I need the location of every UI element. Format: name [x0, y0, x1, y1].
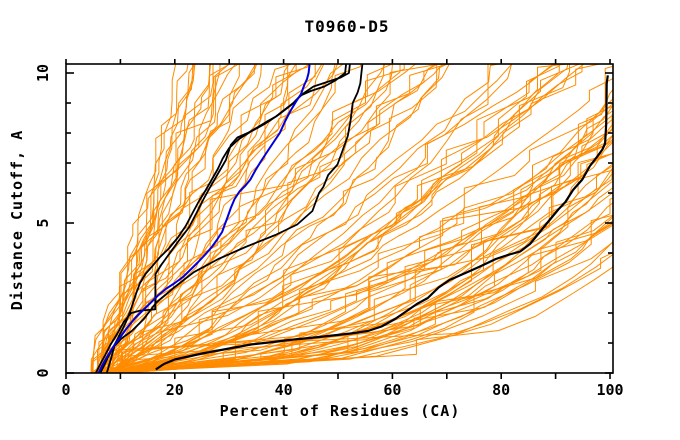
orange-curve: [99, 215, 613, 373]
orange-curve: [119, 91, 613, 373]
orange-curve: [99, 169, 613, 373]
orange-curve: [98, 64, 394, 373]
orange-curve: [114, 64, 569, 373]
x-tick-label: 60: [383, 381, 401, 399]
orange-curve: [102, 64, 293, 373]
orange-curve: [93, 64, 231, 373]
orange-curve: [121, 166, 613, 373]
orange-curve: [123, 134, 613, 373]
orange-curve: [113, 64, 500, 373]
orange-curve: [112, 64, 561, 373]
orange-curve: [107, 126, 613, 373]
orange-curve: [124, 152, 613, 373]
orange-curve: [94, 64, 339, 373]
orange-curve: [111, 64, 459, 373]
orange-curve: [93, 223, 613, 373]
orange-curve: [104, 241, 613, 373]
orange-curve: [115, 252, 613, 373]
orange-curve: [98, 253, 613, 373]
axes-layer: 0 20 40 60 80 100 0 5 10: [34, 59, 624, 399]
black-model-4-bottom-curve: [155, 75, 609, 371]
black-model-3-curve: [105, 64, 364, 373]
orange-curve: [109, 78, 613, 373]
orange-curve: [105, 64, 438, 373]
plot-frame: [65, 63, 614, 374]
orange-curve: [97, 64, 317, 373]
orange-curve: [97, 64, 439, 373]
orange-curve: [119, 64, 571, 373]
orange-curve: [107, 64, 336, 373]
y-tick-label: 0: [34, 368, 52, 377]
orange-curve: [106, 64, 311, 373]
orange-curve: [108, 64, 231, 373]
orange-curve: [113, 113, 613, 373]
orange-curve: [117, 64, 561, 373]
orange-curve: [94, 266, 613, 373]
orange-curve: [109, 102, 613, 373]
x-axis-label: Percent of Residues (CA): [220, 402, 461, 420]
x-tick-label: 40: [275, 381, 293, 399]
orange-curve: [112, 64, 386, 373]
x-tick-label: 20: [166, 381, 184, 399]
orange-curve: [97, 64, 345, 373]
orange-curve: [116, 202, 613, 373]
orange-curve: [125, 187, 613, 373]
orange-curve: [90, 64, 196, 373]
orange-curve: [102, 64, 212, 373]
orange-curve: [97, 64, 237, 373]
y-axis-label: Distance Cutoff, A: [8, 130, 26, 311]
y-tick-label: 10: [34, 64, 52, 82]
chart-title: T0960-D5: [304, 17, 389, 36]
orange-curve: [116, 138, 613, 373]
orange-curve: [92, 64, 196, 373]
orange-curve: [103, 64, 449, 373]
orange-curve: [116, 197, 613, 373]
orange-curve: [102, 64, 555, 373]
x-tick-label: 100: [596, 381, 623, 399]
curves-layer: [90, 64, 613, 373]
orange-curve: [106, 64, 583, 373]
orange-curve: [110, 64, 444, 373]
x-tick-label: 80: [492, 381, 510, 399]
orange-curve: [97, 216, 613, 373]
orange-curve: [91, 64, 258, 373]
orange-curve: [117, 165, 613, 373]
y-tick-label: 5: [34, 218, 52, 227]
orange-curve: [114, 64, 449, 373]
orange-curve: [122, 110, 613, 373]
orange-curve: [97, 64, 241, 373]
orange-curve: [108, 64, 513, 373]
orange-curve: [107, 64, 557, 373]
orange-curve: [93, 64, 581, 373]
orange-curve: [109, 64, 601, 373]
orange-curve: [112, 64, 401, 373]
blue-model-curve: [97, 64, 311, 373]
orange-curve: [123, 191, 613, 373]
x-tick-label: 0: [61, 381, 70, 399]
orange-curve: [99, 64, 489, 373]
